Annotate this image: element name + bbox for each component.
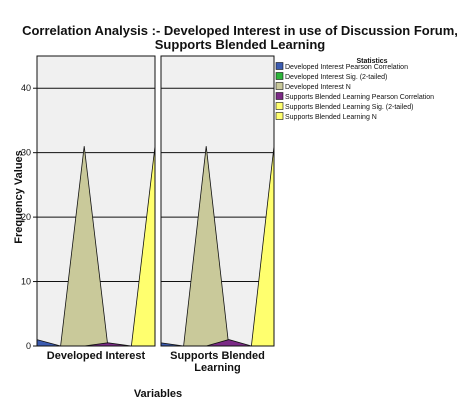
panel-border [36,55,156,347]
legend-swatch-6 [275,112,284,120]
legend-swatch-5 [275,102,284,110]
legend-swatch-2 [275,72,284,80]
chart-title-line-2: Supports Blended Learning [155,37,326,52]
legend-swatch-4 [275,92,284,100]
legend-swatch-3 [275,82,284,90]
y-tick-label: 10 [21,277,31,287]
y-axis: 0 10 20 30 40 [21,83,37,351]
legend-label-1: Developed Interest Pearson Correlation [285,64,408,71]
legend-label-4: Supports Blended Learning Pearson Correl… [285,94,434,101]
legend: Statistics Developed Interest Pearson Co… [275,58,434,121]
category-label: Developed Interest [47,350,146,362]
plot-panels: Developed Interest Supports BlendedLearni… [36,55,275,374]
y-tick-label: 0 [26,341,31,351]
panel-border [160,55,275,347]
legend-label-6: Supports Blended Learning N [285,114,377,121]
y-tick-label: 40 [21,83,31,93]
legend-label-3: Developed Interest N [285,84,351,91]
category-label: Supports Blended [170,350,265,362]
legend-title: Statistics [356,58,387,65]
panel-1: Developed Interest [36,55,156,362]
y-tick-label: 20 [21,212,31,222]
y-tick-label: 30 [21,148,31,158]
legend-label-5: Supports Blended Learning Sig. (2-tailed… [285,104,413,111]
legend-label-2: Developed Interest Sig. (2-tailed) [285,74,387,81]
chart-title-line-1: Correlation Analysis :- Developed Intere… [22,23,458,38]
category-label: Learning [194,362,240,374]
legend-swatch-1 [275,62,284,70]
y-axis-label: Frequency Values [13,150,25,244]
x-axis-label: Variables [134,388,182,400]
